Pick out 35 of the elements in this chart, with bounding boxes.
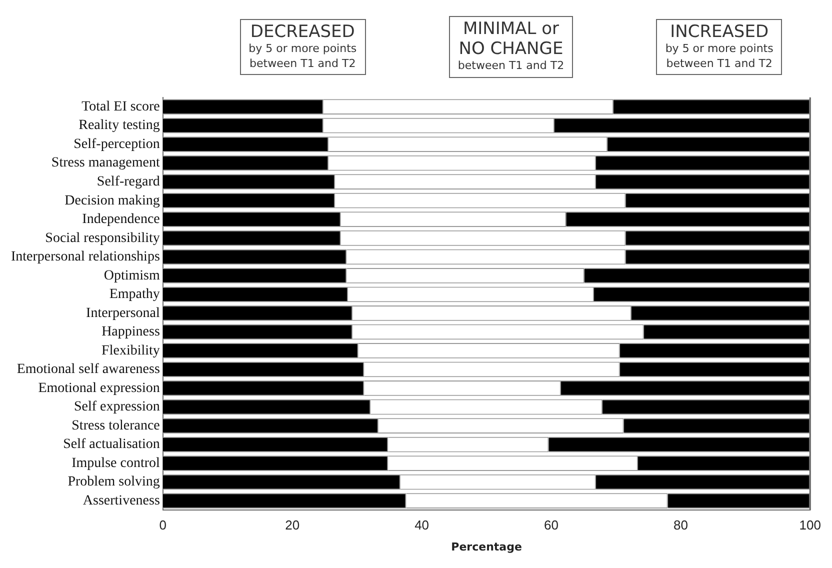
y-tick-label: Interpersonal relationships [10, 250, 160, 265]
x-tick-label: 20 [285, 518, 300, 533]
y-tick-label: Stress tolerance [72, 418, 160, 434]
text: INCREASED [669, 22, 770, 42]
y-tick-label: Flexibility [102, 343, 160, 358]
text: by 5 or more points between T1 and T2 [665, 42, 774, 72]
y-tick-label: Happiness [102, 324, 160, 340]
y-tick-label: Interpersonal [86, 306, 160, 321]
y-tick-label: Total EI score [82, 99, 160, 114]
y-tick-label: Problem solving [68, 474, 160, 490]
text: MINIMAL or NO CHANGE [458, 19, 564, 60]
y-tick-label: Emotional expression [38, 380, 160, 396]
y-tick-label: Self-regard [96, 174, 160, 190]
y-tick-label: Assertiveness [82, 493, 160, 508]
x-tick-label: 100 [799, 518, 822, 533]
y-tick-label: Self actualisation [63, 437, 160, 452]
x-tick-label: 80 [673, 518, 688, 533]
y-tick-label: Impulse control [72, 456, 160, 471]
x-tick-label: 60 [544, 518, 558, 533]
y-tick-label: Stress management [51, 156, 160, 171]
y-tick-label: Social responsibility [45, 230, 160, 246]
text: DECREASED [249, 22, 356, 42]
y-tick-label: Empathy [109, 287, 160, 302]
y-tick-label: Decision making [64, 193, 160, 208]
text: by 5 or more points between T1 and T2 [248, 42, 357, 72]
x-axis-title: Percentage [451, 540, 522, 554]
x-tick-label: 40 [414, 518, 430, 533]
text: between T1 and T2 [458, 59, 564, 74]
y-tick-label: Optimism [104, 268, 160, 284]
y-tick-label: Self-perception [74, 136, 160, 152]
y-tick-label: Emotional self awareness [16, 362, 160, 378]
x-tick-label: 0 [159, 518, 167, 533]
y-tick-label: Reality testing [78, 118, 160, 134]
y-tick-label: Independence [82, 212, 160, 228]
y-tick-label: Self expression [74, 400, 160, 415]
